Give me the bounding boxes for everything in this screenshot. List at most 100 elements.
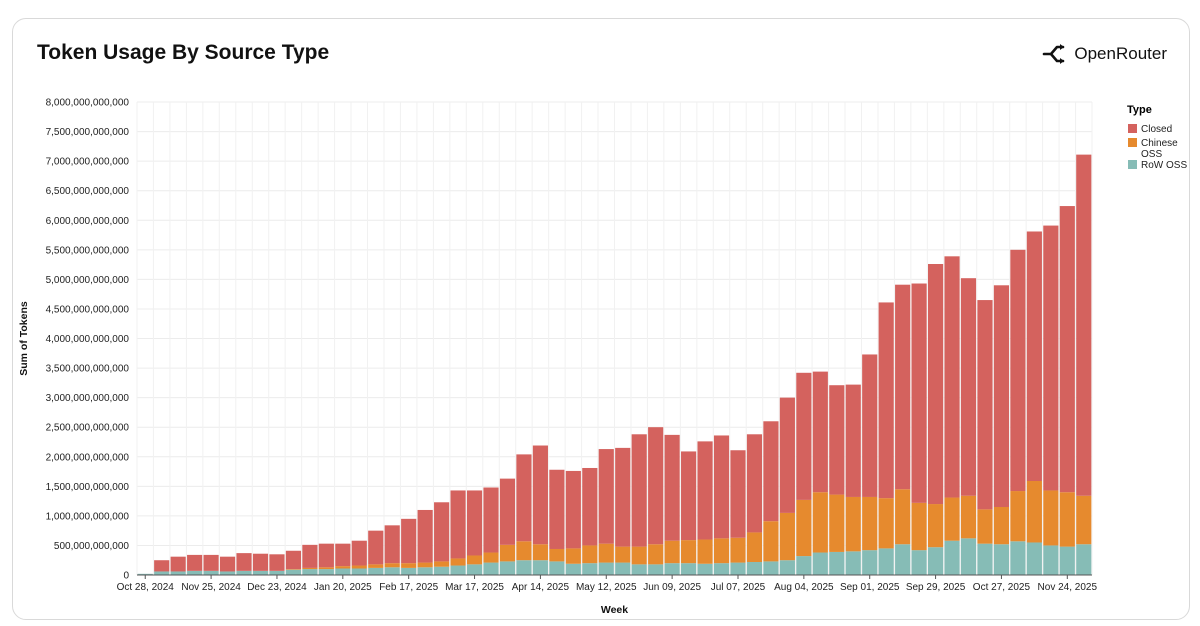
- bar-closed[interactable]: [450, 490, 466, 559]
- bar-closed[interactable]: [960, 278, 977, 496]
- bar-row-oss[interactable]: [1076, 544, 1092, 575]
- bar-closed[interactable]: [401, 518, 417, 564]
- bar-chinese-oss[interactable]: [368, 564, 384, 568]
- bar-closed[interactable]: [928, 264, 944, 505]
- bar-chinese-oss[interactable]: [499, 544, 516, 562]
- bar-row-oss[interactable]: [368, 567, 384, 575]
- bar-closed[interactable]: [368, 530, 384, 565]
- bar-closed[interactable]: [862, 354, 878, 497]
- bar-closed[interactable]: [1010, 249, 1026, 492]
- bar-row-oss[interactable]: [664, 563, 680, 575]
- bar-chinese-oss[interactable]: [664, 540, 680, 564]
- bar-row-oss[interactable]: [977, 543, 993, 575]
- bar-closed[interactable]: [1026, 231, 1042, 481]
- bar-row-oss[interactable]: [697, 563, 713, 575]
- bar-row-oss[interactable]: [401, 567, 417, 575]
- bar-chinese-oss[interactable]: [582, 545, 598, 564]
- bar-chinese-oss[interactable]: [318, 567, 334, 570]
- bar-closed[interactable]: [829, 385, 845, 495]
- bar-chinese-oss[interactable]: [285, 569, 301, 570]
- bar-row-oss[interactable]: [1059, 546, 1075, 575]
- bar-closed[interactable]: [878, 302, 894, 499]
- bar-closed[interactable]: [170, 556, 186, 572]
- bar-chinese-oss[interactable]: [895, 489, 911, 545]
- bar-row-oss[interactable]: [466, 564, 483, 575]
- bar-row-oss[interactable]: [516, 560, 532, 575]
- bar-closed[interactable]: [154, 560, 170, 572]
- bar-chinese-oss[interactable]: [812, 492, 828, 553]
- bar-row-oss[interactable]: [582, 563, 598, 575]
- bar-chinese-oss[interactable]: [598, 543, 614, 563]
- bar-closed[interactable]: [236, 553, 252, 571]
- bar-row-oss[interactable]: [335, 568, 351, 575]
- bar-closed[interactable]: [812, 371, 828, 493]
- bar-row-oss[interactable]: [499, 561, 516, 575]
- legend-item-row-oss[interactable]: RoW OSS: [1128, 160, 1187, 171]
- bar-row-oss[interactable]: [565, 563, 581, 575]
- bar-row-oss[interactable]: [434, 566, 450, 575]
- bar-row-oss[interactable]: [812, 552, 828, 575]
- bar-row-oss[interactable]: [631, 564, 647, 575]
- bar-chinese-oss[interactable]: [532, 544, 548, 561]
- bar-closed[interactable]: [845, 384, 861, 497]
- bar-chinese-oss[interactable]: [1043, 490, 1059, 546]
- bar-row-oss[interactable]: [862, 550, 878, 575]
- bar-row-oss[interactable]: [796, 556, 812, 575]
- bar-row-oss[interactable]: [993, 544, 1010, 575]
- bar-chinese-oss[interactable]: [697, 539, 713, 564]
- bar-row-oss[interactable]: [779, 560, 795, 575]
- bar-closed[interactable]: [187, 554, 203, 571]
- bar-closed[interactable]: [713, 435, 730, 539]
- bar-chinese-oss[interactable]: [730, 537, 746, 563]
- bar-chinese-oss[interactable]: [993, 507, 1010, 545]
- bar-chinese-oss[interactable]: [615, 546, 631, 563]
- bar-closed[interactable]: [351, 540, 367, 566]
- bar-chinese-oss[interactable]: [862, 496, 878, 551]
- bar-closed[interactable]: [631, 434, 647, 547]
- bar-closed[interactable]: [335, 543, 351, 567]
- bar-row-oss[interactable]: [351, 568, 367, 575]
- bar-closed[interactable]: [730, 450, 746, 538]
- bar-chinese-oss[interactable]: [631, 546, 647, 565]
- bar-row-oss[interactable]: [203, 570, 219, 575]
- bar-row-oss[interactable]: [746, 561, 763, 575]
- bar-closed[interactable]: [944, 256, 960, 498]
- bar-row-oss[interactable]: [730, 562, 746, 575]
- bar-closed[interactable]: [779, 397, 795, 513]
- bar-closed[interactable]: [796, 372, 812, 500]
- bar-closed[interactable]: [664, 434, 680, 541]
- bar-chinese-oss[interactable]: [1059, 492, 1075, 547]
- bar-row-oss[interactable]: [219, 571, 236, 575]
- bar-row-oss[interactable]: [944, 540, 960, 575]
- bar-row-oss[interactable]: [236, 570, 252, 575]
- bar-chinese-oss[interactable]: [401, 563, 417, 568]
- bar-chinese-oss[interactable]: [1010, 491, 1026, 542]
- bar-closed[interactable]: [302, 544, 318, 568]
- bar-chinese-oss[interactable]: [565, 548, 581, 564]
- bar-closed[interactable]: [499, 478, 516, 545]
- bar-closed[interactable]: [417, 509, 433, 563]
- bar-closed[interactable]: [252, 553, 269, 571]
- bar-chinese-oss[interactable]: [417, 562, 433, 568]
- bar-row-oss[interactable]: [928, 547, 944, 575]
- bar-closed[interactable]: [895, 284, 911, 490]
- bar-chinese-oss[interactable]: [681, 540, 697, 564]
- bar-row-oss[interactable]: [598, 562, 614, 575]
- bar-chinese-oss[interactable]: [713, 538, 730, 564]
- bar-chinese-oss[interactable]: [977, 509, 993, 544]
- bar-row-oss[interactable]: [829, 551, 845, 575]
- bar-closed[interactable]: [532, 445, 548, 545]
- bar-row-oss[interactable]: [911, 550, 927, 575]
- bar-closed[interactable]: [977, 300, 993, 510]
- bar-chinese-oss[interactable]: [796, 499, 812, 557]
- bar-chinese-oss[interactable]: [746, 532, 763, 562]
- bar-closed[interactable]: [384, 525, 400, 564]
- bar-row-oss[interactable]: [763, 561, 779, 575]
- bar-chinese-oss[interactable]: [302, 567, 318, 570]
- bar-row-oss[interactable]: [252, 570, 269, 575]
- bar-closed[interactable]: [911, 283, 927, 503]
- bar-chinese-oss[interactable]: [384, 563, 400, 568]
- bar-row-oss[interactable]: [549, 561, 565, 575]
- bar-chinese-oss[interactable]: [829, 494, 845, 552]
- bar-chinese-oss[interactable]: [483, 552, 499, 563]
